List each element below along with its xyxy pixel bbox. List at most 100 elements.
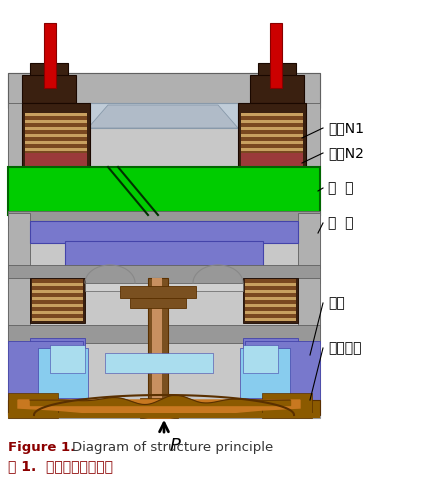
Bar <box>25 137 87 140</box>
Bar <box>270 23 282 88</box>
Bar <box>140 398 178 418</box>
Bar <box>241 155 303 158</box>
Bar <box>44 23 56 88</box>
Bar <box>25 120 87 123</box>
Bar <box>241 173 303 176</box>
Bar <box>241 148 303 151</box>
Text: 铁  芯: 铁 芯 <box>328 181 353 195</box>
Bar <box>241 176 303 179</box>
Bar <box>245 314 296 317</box>
Bar <box>241 153 303 181</box>
Bar <box>245 293 296 296</box>
Bar <box>8 325 320 343</box>
Bar <box>85 283 243 291</box>
Bar <box>25 162 87 165</box>
Bar <box>38 348 88 398</box>
Text: 波纹膜片: 波纹膜片 <box>328 341 361 355</box>
Bar <box>120 286 196 298</box>
Bar <box>241 141 303 144</box>
Bar <box>241 113 303 116</box>
Text: Figure 1.: Figure 1. <box>8 441 75 454</box>
Bar <box>245 297 296 300</box>
Bar <box>50 345 85 373</box>
Text: 图 1.  传感器结构原理图: 图 1. 传感器结构原理图 <box>8 459 113 473</box>
Bar <box>245 318 296 321</box>
Bar <box>241 134 303 137</box>
Bar <box>241 123 303 126</box>
Text: 衡  铁: 衡 铁 <box>328 216 353 230</box>
Bar <box>130 298 186 308</box>
Bar <box>241 165 303 169</box>
Bar <box>32 279 83 283</box>
Bar <box>32 314 83 317</box>
Bar <box>22 75 76 103</box>
Bar <box>25 155 87 158</box>
Bar <box>258 63 296 113</box>
Bar <box>245 307 296 310</box>
Bar <box>152 278 162 408</box>
Bar <box>25 116 87 120</box>
Bar <box>25 123 87 126</box>
Bar <box>32 286 83 290</box>
Bar <box>32 318 83 321</box>
Bar <box>8 103 30 168</box>
Bar <box>241 116 303 120</box>
Bar <box>241 162 303 165</box>
Bar <box>105 353 213 373</box>
Bar <box>298 278 320 328</box>
Bar <box>32 311 83 314</box>
Bar <box>25 134 87 137</box>
Bar <box>25 130 87 133</box>
Bar <box>298 103 320 168</box>
Bar <box>32 307 83 310</box>
Bar <box>88 103 238 128</box>
Bar <box>8 393 58 418</box>
Bar <box>25 141 87 144</box>
Bar <box>30 341 58 403</box>
Bar <box>32 283 83 286</box>
Bar <box>250 75 304 103</box>
Polygon shape <box>18 400 300 418</box>
Bar <box>245 341 320 403</box>
Bar <box>243 338 298 373</box>
Bar <box>32 304 83 307</box>
Bar <box>25 144 87 147</box>
Bar <box>25 165 87 169</box>
Bar <box>8 278 30 328</box>
Bar <box>32 290 83 293</box>
Bar <box>270 341 298 403</box>
Bar <box>241 120 303 123</box>
Bar <box>25 173 87 176</box>
Bar <box>245 283 296 286</box>
Bar <box>8 265 320 283</box>
Bar <box>245 279 296 283</box>
Bar <box>245 304 296 307</box>
Bar <box>8 167 320 215</box>
Bar <box>298 213 320 268</box>
Bar <box>245 311 296 314</box>
Bar <box>241 130 303 133</box>
Bar <box>241 137 303 140</box>
Bar <box>25 113 87 116</box>
Bar <box>32 297 83 300</box>
Bar <box>243 345 278 373</box>
Bar <box>25 153 87 181</box>
Bar <box>30 338 85 373</box>
Bar <box>241 158 303 161</box>
Text: 线圈N2: 线圈N2 <box>328 146 364 160</box>
Bar <box>65 241 263 267</box>
Bar <box>245 300 296 303</box>
Bar <box>8 341 83 403</box>
Bar <box>238 103 306 183</box>
Bar <box>8 73 320 108</box>
Bar <box>241 151 303 154</box>
Bar <box>32 300 83 303</box>
Bar <box>22 103 90 183</box>
Bar <box>8 211 320 225</box>
Bar <box>243 278 298 323</box>
Bar <box>32 293 83 296</box>
Bar <box>245 286 296 290</box>
Bar <box>241 127 303 130</box>
Bar <box>245 290 296 293</box>
Text: P: P <box>170 437 181 455</box>
